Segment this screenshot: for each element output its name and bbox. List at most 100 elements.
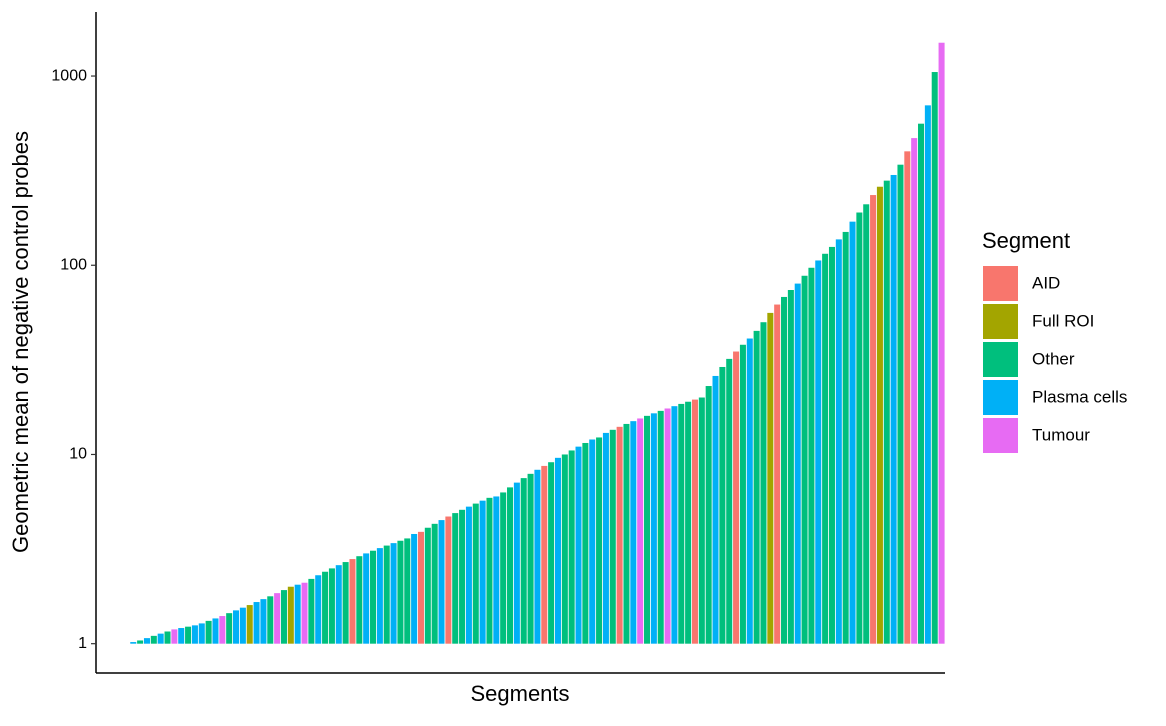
- bar: [774, 304, 781, 644]
- bar: [870, 195, 877, 644]
- bar: [143, 638, 150, 644]
- bar: [842, 231, 849, 644]
- legend-label: AID: [1032, 273, 1060, 292]
- bar: [486, 497, 493, 644]
- bar: [630, 421, 637, 644]
- bar: [335, 565, 342, 644]
- bar: [657, 410, 664, 644]
- bar: [589, 439, 596, 644]
- bar: [452, 513, 459, 644]
- bar: [294, 584, 301, 644]
- bar: [397, 540, 404, 644]
- y-tick-label: 1: [78, 635, 87, 652]
- bar: [198, 623, 205, 644]
- bar: [513, 482, 520, 644]
- bar: [815, 260, 822, 644]
- bar: [431, 523, 438, 644]
- bar: [918, 123, 925, 644]
- bar: [137, 640, 144, 644]
- bar: [801, 275, 808, 644]
- legend-label: Other: [1032, 349, 1075, 368]
- bar: [493, 496, 500, 644]
- bar: [376, 548, 383, 644]
- bar: [938, 42, 945, 644]
- legend-key: [983, 266, 1018, 301]
- bar: [472, 503, 479, 644]
- bar: [616, 426, 623, 644]
- bar: [308, 578, 315, 644]
- bar: [465, 506, 472, 644]
- legend-key: [983, 304, 1018, 339]
- bar: [445, 516, 452, 644]
- bar: [897, 164, 904, 644]
- bar: [876, 186, 883, 644]
- legend-title: Segment: [982, 228, 1070, 253]
- bar: [520, 478, 527, 644]
- bar: [623, 423, 630, 644]
- bar: [719, 366, 726, 644]
- bar: [644, 415, 651, 644]
- bar: [267, 596, 274, 644]
- legend-key: [983, 380, 1018, 415]
- bar: [507, 487, 514, 644]
- bar: [863, 204, 870, 644]
- bar: [356, 556, 363, 644]
- bar: [596, 437, 603, 644]
- bar: [726, 358, 733, 644]
- bar: [541, 465, 548, 644]
- bar: [822, 253, 829, 644]
- bar: [753, 330, 760, 644]
- bar: [582, 442, 589, 644]
- bar: [664, 408, 671, 644]
- bar: [370, 550, 377, 644]
- bar: [534, 469, 541, 644]
- bar: [459, 509, 466, 644]
- bar: [424, 527, 431, 644]
- bar: [671, 406, 678, 644]
- bar: [404, 538, 411, 644]
- legend-label: Tumour: [1032, 425, 1090, 444]
- bar: [233, 610, 240, 644]
- bar: [260, 599, 267, 644]
- legend-label: Full ROI: [1032, 311, 1094, 330]
- bar: [438, 520, 445, 644]
- bar: [205, 620, 212, 644]
- bar: [568, 450, 575, 644]
- bar: [781, 296, 788, 644]
- bar: [226, 613, 233, 644]
- bar: [931, 72, 938, 644]
- bar: [253, 602, 260, 644]
- bar: [561, 454, 568, 644]
- bar: [712, 375, 719, 644]
- bar: [904, 151, 911, 644]
- bar: [787, 290, 794, 644]
- bar: [185, 626, 192, 644]
- bar: [171, 629, 178, 644]
- bar: [924, 105, 931, 644]
- y-tick-label: 1000: [51, 67, 87, 84]
- bar: [342, 562, 349, 644]
- bar: [246, 605, 253, 644]
- bar: [602, 432, 609, 644]
- bar: [733, 351, 740, 644]
- bar: [363, 553, 370, 644]
- bar: [911, 138, 918, 644]
- bar: [548, 462, 555, 644]
- bar: [849, 221, 856, 644]
- bar: [678, 403, 685, 644]
- bar: [575, 446, 582, 644]
- bar: [883, 180, 890, 644]
- bar: [650, 413, 657, 644]
- bar: [280, 590, 287, 644]
- y-tick-label: 100: [60, 256, 87, 273]
- bar: [500, 492, 507, 644]
- bar: [828, 246, 835, 644]
- bar: [527, 473, 534, 644]
- bar: [685, 401, 692, 644]
- bar: [698, 397, 705, 644]
- bar: [808, 267, 815, 644]
- bar: [554, 457, 561, 644]
- bar: [856, 212, 863, 644]
- bar: [609, 429, 616, 644]
